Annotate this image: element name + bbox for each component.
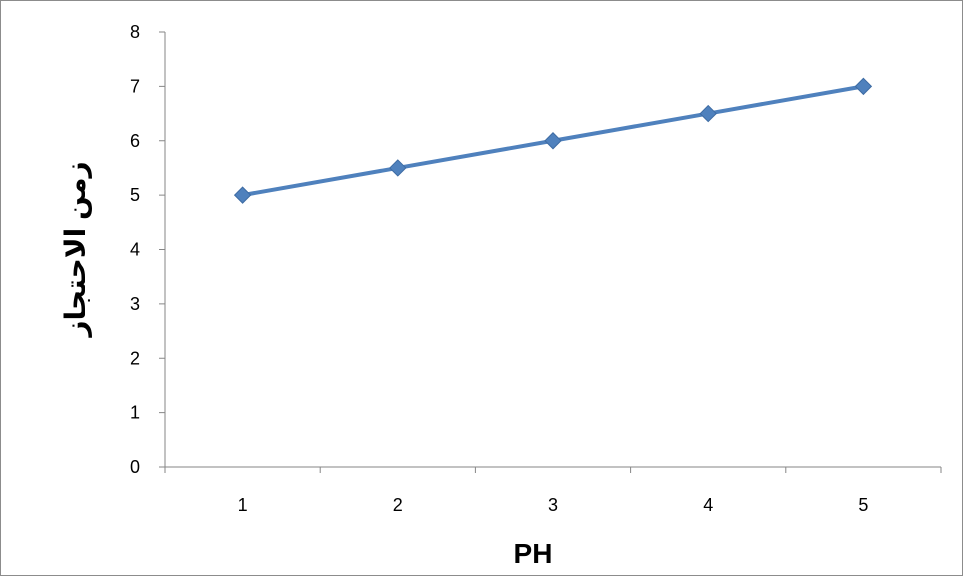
x-tick-label: 3 [548,495,558,515]
y-tick-label: 7 [130,76,140,96]
series-layer [233,77,873,204]
data-point-marker [854,77,873,96]
y-tick-label: 4 [130,240,140,260]
y-tick-label: 1 [130,403,140,423]
y-tick-label: 0 [130,457,140,477]
x-axis-title: PH [514,538,553,569]
axes [159,31,942,473]
y-tick-label: 2 [130,348,140,368]
y-tick-label: 5 [130,185,140,205]
y-tick-label: 3 [130,294,140,314]
data-point-marker [233,186,252,204]
x-tick-label: 4 [703,495,713,515]
y-tick-label: 6 [130,131,140,151]
data-point-marker [389,159,407,177]
x-tick-label: 5 [858,495,868,515]
x-tick-label: 2 [393,495,403,515]
y-axis-title: زمن الاحتجاز [60,161,92,338]
y-tick-label: 8 [130,22,140,42]
data-point-marker [544,132,562,150]
tick-labels: 0 1 2 3 4 5 6 7 8 1 2 3 4 5 [130,22,868,515]
data-point-marker [699,104,717,123]
x-tick-label: 1 [238,495,248,515]
